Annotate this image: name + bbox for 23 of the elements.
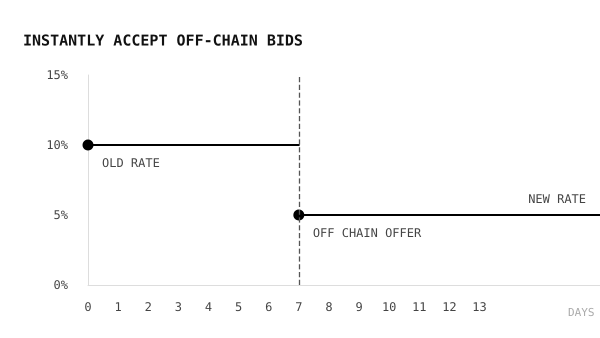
x-tick-label: 9 <box>355 300 363 314</box>
annotation: OLD RATE <box>102 156 160 170</box>
x-tick-label: 5 <box>234 300 242 314</box>
y-tick-label: 15% <box>46 68 69 82</box>
chart-title: INSTANTLY ACCEPT OFF-CHAIN BIDS <box>23 32 303 50</box>
annotation: OFF CHAIN OFFER <box>312 226 422 240</box>
annotation: NEW RATE <box>528 192 586 206</box>
x-tick-label: 6 <box>265 300 272 314</box>
x-tick-label: 11 <box>412 300 427 314</box>
x-tick-label: 13 <box>472 300 487 314</box>
x-tick-label: 12 <box>442 300 457 314</box>
x-tick-label: 0 <box>84 300 92 314</box>
x-tick-label: 8 <box>325 300 333 314</box>
y-tick-label: 5% <box>54 208 69 222</box>
x-tick-label: 2 <box>144 300 152 314</box>
x-tick-label: 4 <box>204 300 212 314</box>
y-tick-label: 0% <box>54 278 69 292</box>
x-axis-title: DAYS <box>568 306 594 319</box>
x-tick-label: 1 <box>114 300 122 314</box>
x-tick-label: 3 <box>174 300 182 314</box>
x-tick-label: 7 <box>295 300 302 314</box>
y-tick-label: 10% <box>46 138 69 152</box>
x-tick-label: 10 <box>382 300 396 314</box>
